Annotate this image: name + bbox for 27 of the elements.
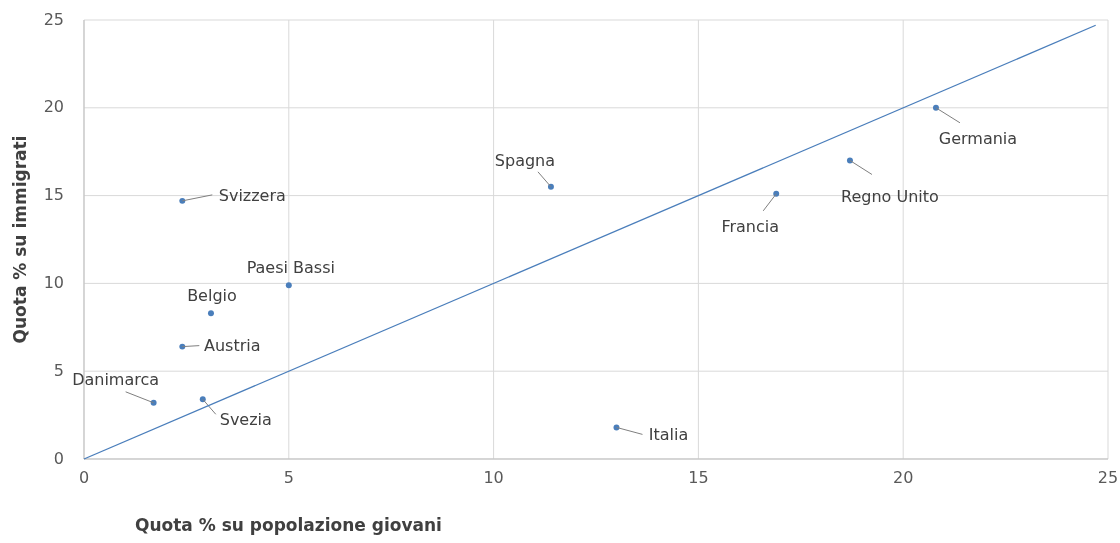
y-tick-label: 20 xyxy=(43,97,64,117)
x-tick-label: 5 xyxy=(283,468,294,487)
series-label: Spagna xyxy=(494,151,556,171)
y-tick-label: 15 xyxy=(43,185,64,205)
y-tick-label: 25 xyxy=(43,9,64,29)
series-label: Austria xyxy=(204,336,261,356)
x-tick-label: 15 xyxy=(688,468,709,487)
y-tick-label: 0 xyxy=(53,448,64,468)
y-tick-label: 10 xyxy=(43,272,64,292)
x-tick-label: 0 xyxy=(78,468,90,487)
series-label: Germania xyxy=(938,129,1018,149)
x-tick-label: 10 xyxy=(483,468,504,487)
text: Svizzera xyxy=(218,186,286,206)
series-label: Belgio xyxy=(187,285,237,305)
point xyxy=(285,282,292,289)
y-tick-label: 5 xyxy=(53,360,64,380)
series-label: Regno Unito xyxy=(841,186,939,206)
x-axis-title: Quota % su popolazione giovani xyxy=(135,515,442,535)
x-tick-label: 20 xyxy=(893,468,914,487)
y-axis-title: Quota % su immigrati xyxy=(10,135,30,344)
series-label: Svezia xyxy=(219,409,272,429)
series-label: Danimarca xyxy=(72,370,160,390)
series-label: Francia xyxy=(721,217,780,237)
point xyxy=(207,310,214,317)
series-label: Italia xyxy=(648,424,689,444)
x-tick-label: 25 xyxy=(1097,468,1119,487)
series-label: Paesi Bassi xyxy=(246,257,335,277)
